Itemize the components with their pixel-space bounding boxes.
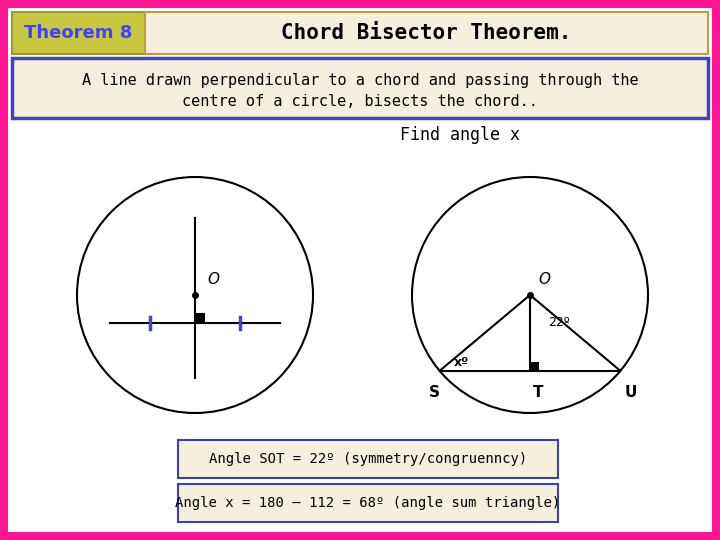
Bar (195, 313, 205, 323)
Bar (178, 484, 558, 522)
Bar (12, 12, 145, 54)
Bar (12, 58, 708, 118)
Text: O: O (207, 272, 219, 287)
Bar (145, 12, 708, 54)
Text: Chord Bisector Theorem.: Chord Bisector Theorem. (282, 23, 572, 43)
Text: Angle x = 180 – 112 = 68º (angle sum triangle): Angle x = 180 – 112 = 68º (angle sum tri… (176, 496, 561, 510)
Text: Angle SOT = 22º (symmetry/congruenncy): Angle SOT = 22º (symmetry/congruenncy) (209, 452, 527, 466)
Text: A line drawn perpendicular to a chord and passing through the: A line drawn perpendicular to a chord an… (81, 73, 639, 89)
Text: U: U (624, 385, 636, 400)
Text: O: O (538, 272, 550, 287)
Text: S: S (429, 385, 440, 400)
Text: centre of a circle, bisects the chord..: centre of a circle, bisects the chord.. (182, 94, 538, 109)
Text: xº: xº (454, 356, 469, 369)
Text: T: T (533, 385, 544, 400)
Bar (178, 440, 558, 478)
Bar (530, 362, 539, 371)
Text: Theorem 8: Theorem 8 (24, 24, 132, 42)
Text: Find angle x: Find angle x (400, 126, 520, 144)
Text: 22º: 22º (548, 316, 570, 329)
